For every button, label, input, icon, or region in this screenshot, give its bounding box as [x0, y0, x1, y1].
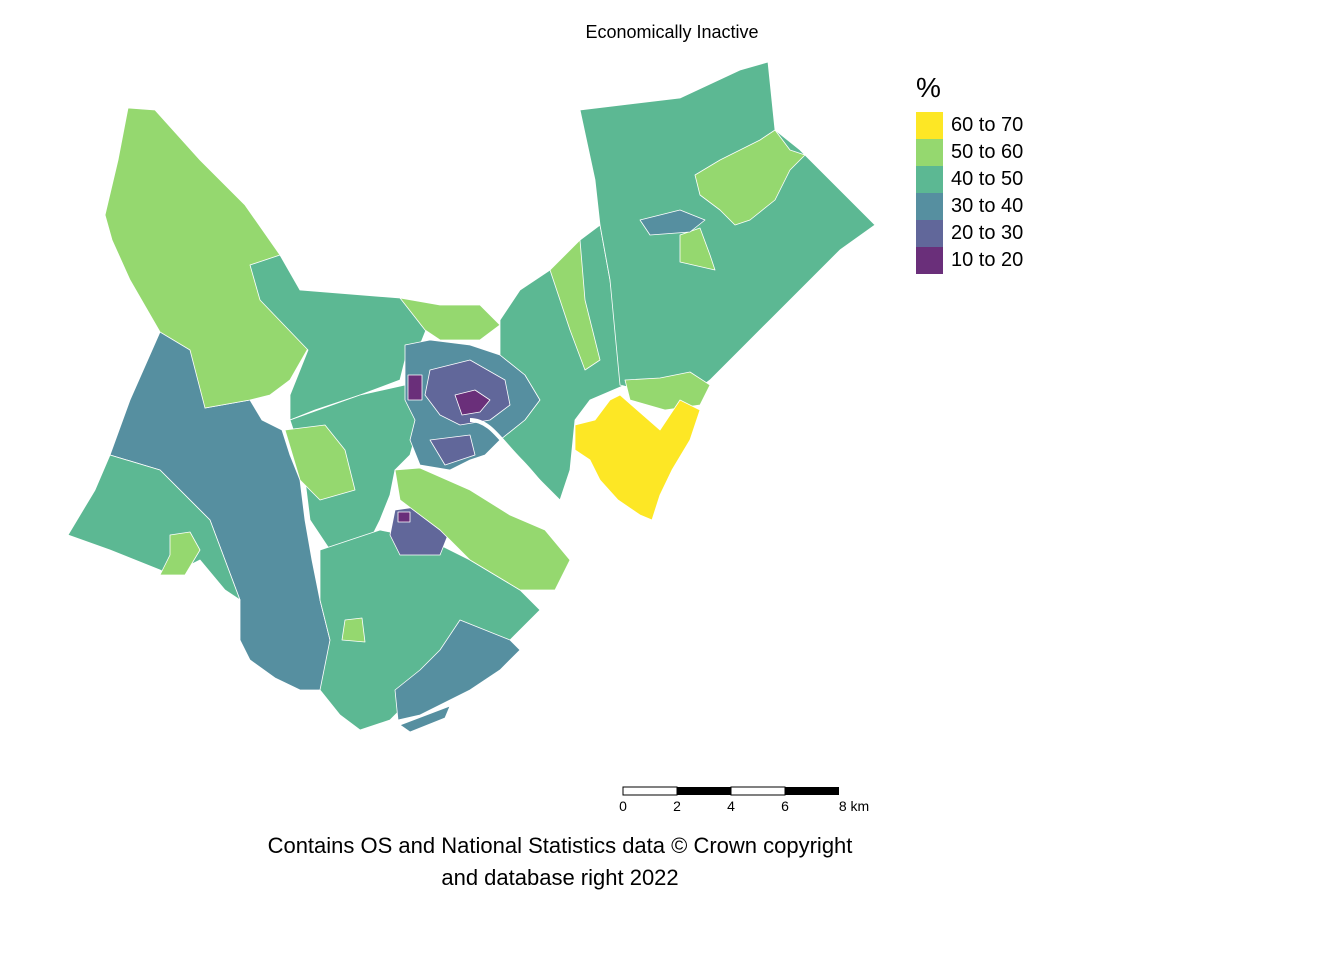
legend: % 60 to 70 50 to 60 40 to 50 30 to 40 20 to …: [916, 72, 1023, 274]
region-urban-purple-6: [397, 511, 411, 523]
river-estuary: [469, 418, 656, 531]
scale-bar: 0 2 4 6 8 km: [619, 786, 882, 816]
region-northeast: [579, 61, 876, 396]
legend-label: 20 to 30: [951, 222, 1024, 244]
region-northeast-light-3: [624, 371, 711, 411]
legend-swatch: [916, 166, 943, 193]
region-urban-purple-2: [454, 389, 491, 416]
legend-swatch: [916, 139, 943, 166]
caption-line-1: Contains OS and National Statistics data…: [267, 833, 853, 858]
legend-item: 40 to 50: [916, 166, 1023, 193]
legend-label: 50 to 60: [951, 141, 1024, 163]
legend-swatch: [916, 220, 943, 247]
region-south-light: [341, 617, 366, 643]
legend-item: 30 to 40: [916, 193, 1023, 220]
legend-label: 60 to 70: [951, 114, 1024, 136]
region-north-central: [249, 254, 431, 421]
scale-tick-0: 0: [619, 798, 627, 814]
scale-tick-8: 8 km: [838, 798, 870, 814]
scale-tick-4: 4: [727, 798, 735, 814]
region-northeast-blue: [639, 209, 706, 236]
legend-swatch: [916, 112, 943, 139]
legend-label: 40 to 50: [951, 168, 1024, 190]
region-urban-purple-3: [407, 374, 423, 401]
legend-swatch: [916, 247, 943, 274]
region-east-strip: [549, 239, 601, 371]
region-far-west: [67, 454, 241, 601]
legend-item: 50 to 60: [916, 139, 1023, 166]
legend-swatch: [916, 193, 943, 220]
legend-item: 60 to 70: [916, 112, 1023, 139]
region-west-light: [159, 531, 201, 576]
scale-bar-graphic: [622, 786, 839, 796]
legend-label: 30 to 40: [951, 195, 1024, 217]
region-coastal-yellow: [574, 394, 701, 521]
legend-items: 60 to 70 50 to 60 40 to 50 30 to 40 20 to 30…: [916, 112, 1023, 274]
region-northeast-light: [694, 129, 806, 226]
legend-label: 10 to 20: [951, 249, 1024, 271]
region-river-valley: [394, 467, 571, 591]
region-light-central: [284, 424, 356, 501]
region-urban-purple-4: [429, 434, 476, 466]
legend-title: %: [916, 72, 941, 103]
caption-line-2: and database right 2022: [441, 865, 679, 890]
legend-item: 10 to 20: [916, 247, 1023, 274]
region-east: [499, 224, 626, 501]
region-northwest: [104, 107, 311, 409]
region-south-blue: [394, 619, 521, 721]
region-northeast-light-2: [679, 227, 716, 271]
scale-tick-2: 2: [673, 798, 681, 814]
region-south-strip: [399, 705, 451, 733]
region-light-north: [399, 297, 501, 341]
attribution-caption: Contains OS and National Statistics data…: [250, 830, 870, 894]
map-title: Economically Inactive: [585, 22, 759, 42]
legend-item: 20 to 30: [916, 220, 1023, 247]
scale-tick-6: 6: [781, 798, 789, 814]
